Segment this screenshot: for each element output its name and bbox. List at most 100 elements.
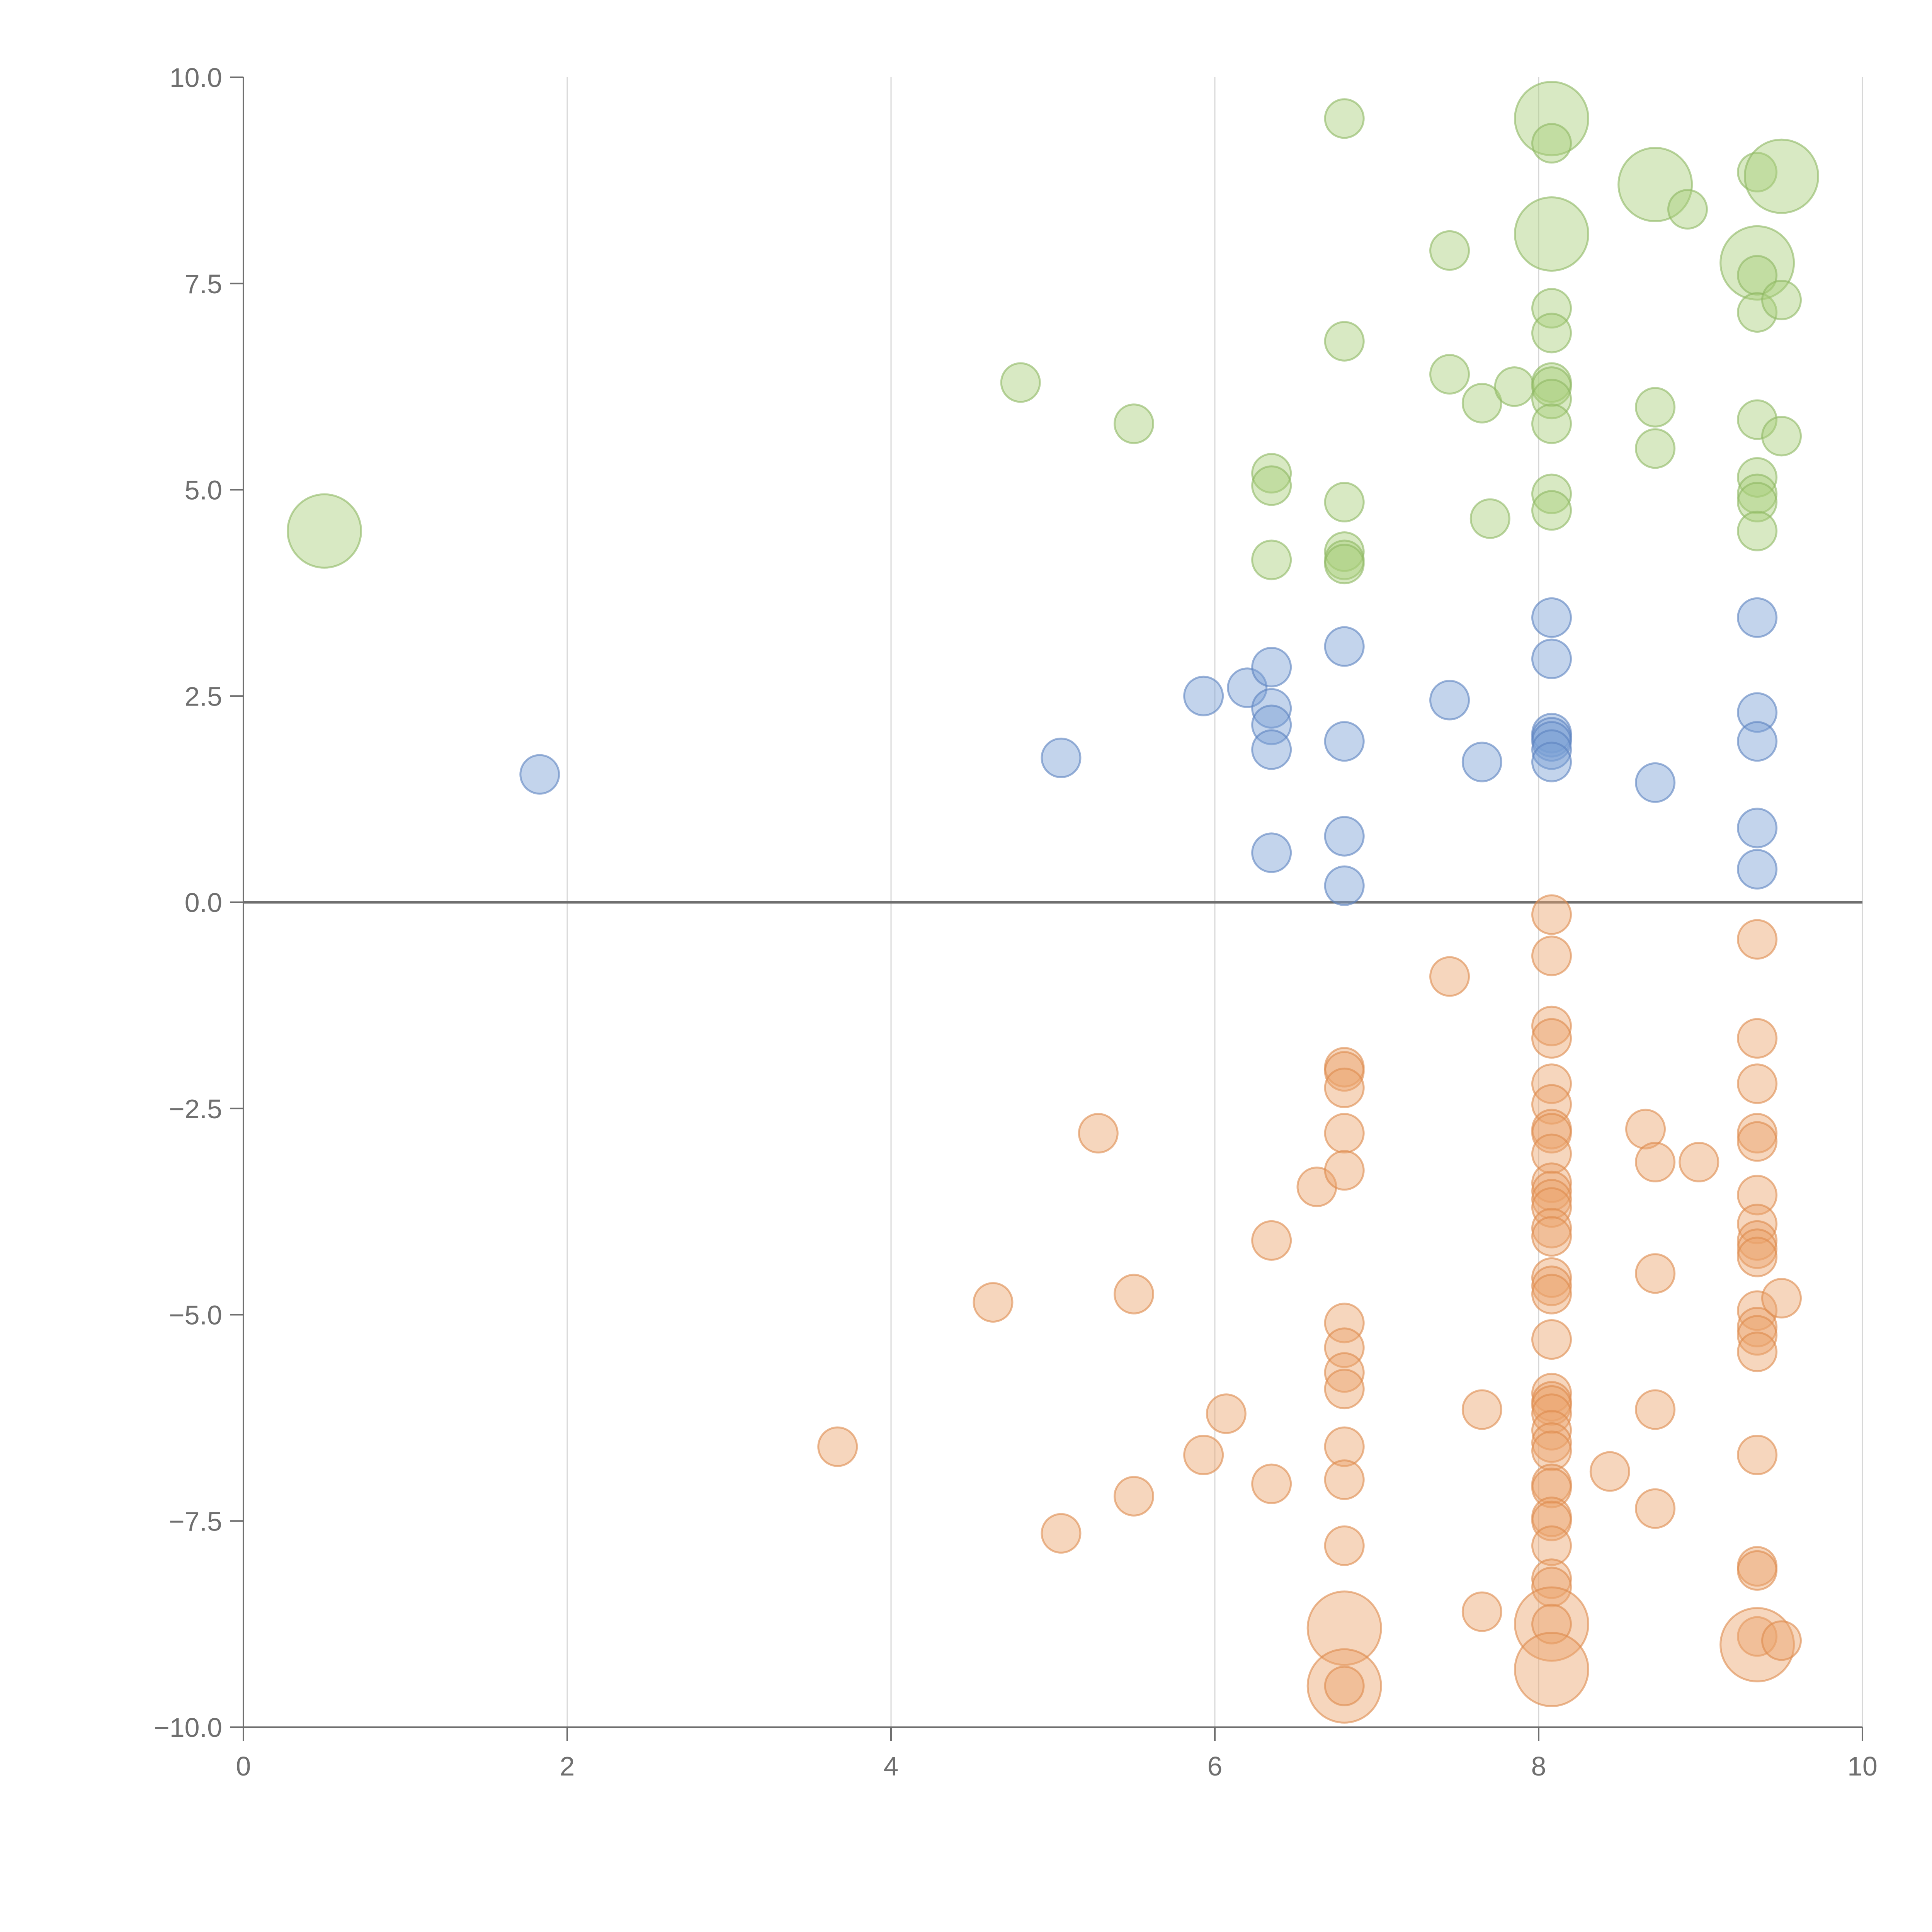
orange-data-point xyxy=(1531,1063,1572,1104)
blue-data-point xyxy=(1227,667,1268,708)
orange-data-point xyxy=(1324,1369,1365,1410)
x-tick-label: 8 xyxy=(1531,1751,1546,1781)
blue-data-point xyxy=(1324,721,1365,762)
orange-data-point xyxy=(1531,1319,1572,1360)
green-data-point xyxy=(1531,379,1572,420)
y-tick-label: 7.5 xyxy=(185,269,222,299)
orange-data-point xyxy=(1306,1590,1382,1666)
orange-data-point xyxy=(1761,1278,1802,1319)
orange-data-point xyxy=(1531,1113,1572,1154)
orange-data-point xyxy=(1635,1488,1676,1529)
blue-data-point xyxy=(1251,647,1292,688)
orange-data-point xyxy=(1324,1327,1365,1368)
orange-data-point xyxy=(1324,1352,1365,1393)
orange-data-point xyxy=(1737,1113,1778,1154)
tick-labels: 0 2 4 6 8 10 10.0 7.5 5.0 2.5 0.0 −2.5 −5.0 −7.5 −10.0 xyxy=(154,63,1878,1781)
orange-data-point xyxy=(1719,1607,1795,1682)
green-data-point xyxy=(1737,399,1778,440)
y-tick-label: −10.0 xyxy=(154,1713,222,1743)
green-data-point xyxy=(1514,196,1590,272)
green-data-point xyxy=(1251,453,1292,494)
green-data-point xyxy=(1494,366,1535,407)
orange-data-point xyxy=(1324,1150,1365,1191)
orange-data-point xyxy=(1251,1463,1292,1504)
orange-data-point xyxy=(1589,1451,1630,1492)
orange-data-point xyxy=(1251,1220,1292,1261)
green-data-point xyxy=(1737,457,1778,498)
green-data-point xyxy=(1531,403,1572,444)
x-tick-label: 2 xyxy=(560,1751,575,1781)
orange-data-point xyxy=(1531,1133,1572,1174)
orange-data-point xyxy=(1531,1274,1572,1315)
orange-data-point xyxy=(1737,1228,1778,1269)
blue-data-point xyxy=(1324,626,1365,667)
green-data-point xyxy=(1737,482,1778,523)
blue-data-point xyxy=(1531,742,1572,782)
blue-data-point xyxy=(1531,721,1572,762)
green-data-point xyxy=(1531,473,1572,514)
blue-data-point xyxy=(1324,865,1365,906)
orange-data-point xyxy=(1324,1051,1365,1092)
green-data-point xyxy=(1324,98,1365,139)
orange-data-point xyxy=(1737,1236,1778,1277)
green-data-point xyxy=(1429,354,1470,395)
orange-data-point xyxy=(1324,1665,1365,1706)
green-data-point xyxy=(1737,510,1778,551)
orange-data-point xyxy=(1531,1187,1572,1228)
green-data-point xyxy=(1667,189,1708,230)
blue-data-point xyxy=(1251,832,1292,873)
y-tick-label: 10.0 xyxy=(170,63,222,93)
orange-data-point xyxy=(1531,1430,1572,1471)
orange-data-point xyxy=(1324,1113,1365,1154)
green-data-point xyxy=(1635,428,1676,469)
orange-data-point xyxy=(1324,1303,1365,1344)
blue-data-point xyxy=(1251,729,1292,770)
blue-data-point xyxy=(1737,692,1778,733)
orange-data-point xyxy=(1635,1389,1676,1430)
orange-data-point xyxy=(1737,1121,1778,1162)
orange-data-point xyxy=(1324,1426,1365,1467)
orange-data-point xyxy=(1737,1307,1778,1348)
orange-data-point xyxy=(1737,1290,1778,1331)
orange-data-point xyxy=(1041,1513,1082,1554)
orange-data-point xyxy=(1461,1591,1502,1632)
green-data-point xyxy=(1469,498,1510,539)
green-data-point xyxy=(1461,383,1502,423)
green-data-point xyxy=(1737,292,1778,333)
orange-data-point xyxy=(1531,1162,1572,1203)
orange-data-point xyxy=(1114,1274,1154,1315)
green-data-point xyxy=(1761,416,1802,457)
orange-data-point xyxy=(1324,1067,1365,1108)
blue-data-point xyxy=(519,754,560,795)
green-data-point xyxy=(1000,362,1041,403)
orange-data-point xyxy=(1737,1175,1778,1216)
y-tick-label: 5.0 xyxy=(185,475,222,505)
orange-data-point xyxy=(1531,1084,1572,1125)
green-data-point xyxy=(1251,539,1292,580)
orange-data-point xyxy=(1531,1005,1572,1046)
orange-data-point xyxy=(1531,1265,1572,1306)
green-data-point xyxy=(1324,482,1365,523)
green-data-point xyxy=(1429,230,1470,271)
orange-data-point xyxy=(1531,1216,1572,1257)
orange-data-point xyxy=(1635,1253,1676,1294)
orange-data-point xyxy=(1306,1648,1382,1724)
orange-data-point xyxy=(817,1426,858,1467)
green-data-point xyxy=(1324,321,1365,362)
green-data-point xyxy=(1737,255,1778,296)
orange-data-point xyxy=(1737,1204,1778,1245)
green-data-point xyxy=(1737,473,1778,514)
blue-data-point xyxy=(1251,688,1292,729)
blue-data-point xyxy=(1531,729,1572,770)
y-tick-label: 0.0 xyxy=(185,888,222,918)
blue-data-point xyxy=(1251,704,1292,745)
orange-data-point xyxy=(1324,1525,1365,1566)
green-data-point xyxy=(1761,279,1802,320)
y-tick-label: −2.5 xyxy=(169,1094,222,1124)
orange-data-point xyxy=(1531,1468,1572,1509)
green-data-point xyxy=(1531,490,1572,531)
orange-data-point xyxy=(1531,1500,1572,1541)
blue-data-point xyxy=(1041,737,1082,778)
orange-data-point xyxy=(1114,1476,1154,1517)
